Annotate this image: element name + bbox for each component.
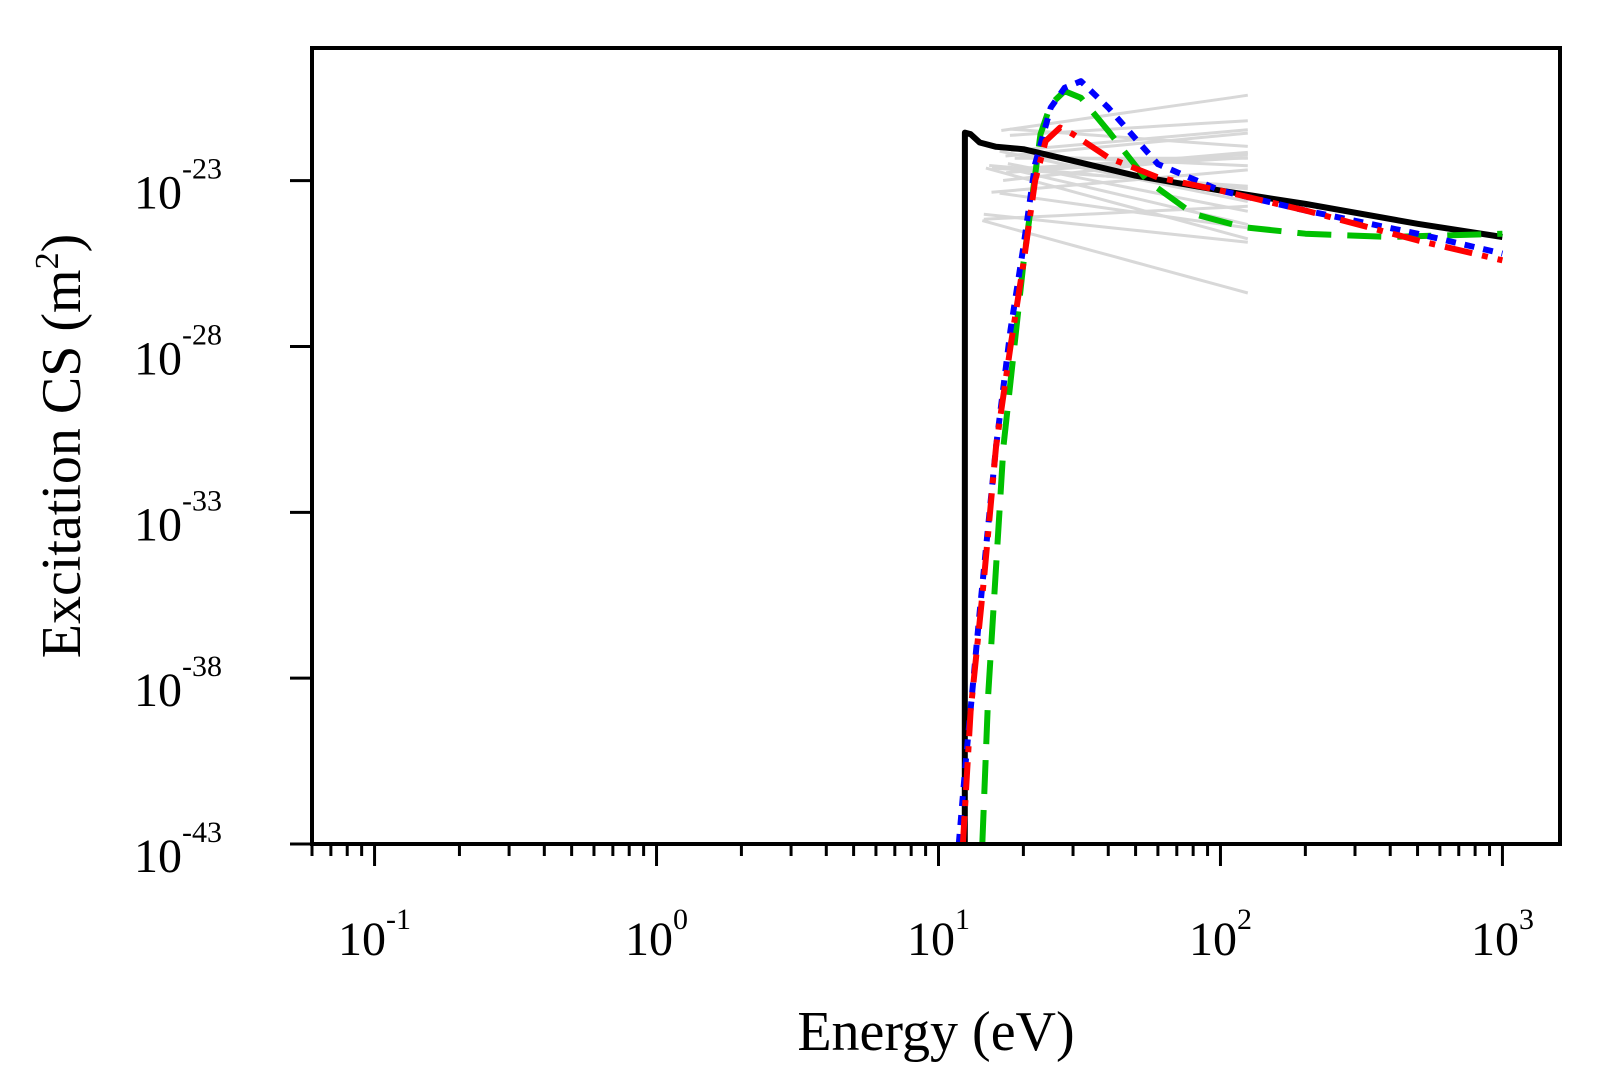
background-curve-19 xyxy=(1001,93,1249,132)
series-line-red-dashdot xyxy=(959,124,1504,845)
y-tick-label-4: 10-23 xyxy=(134,153,222,220)
y-tick-base: 10 xyxy=(134,830,182,883)
series-line-green-dashed xyxy=(979,88,1503,845)
x-tick-label-1: 100 xyxy=(625,903,688,966)
y-tick-exponent: -28 xyxy=(182,319,222,352)
background-curve-17 xyxy=(1007,162,1249,213)
x-tick-label-3: 102 xyxy=(1189,903,1252,966)
y-axis-title-main: Excitation CS (m xyxy=(31,269,93,658)
y-axis-title-exp: 2 xyxy=(29,252,66,269)
series-line-black-solid xyxy=(961,129,1503,845)
y-tick-label-2: 10-33 xyxy=(134,484,222,551)
x-tick-exponent: 3 xyxy=(1519,903,1534,936)
x-tick-base: 10 xyxy=(625,913,673,966)
series-line-blue-dotted xyxy=(955,78,1504,845)
x-tick-base: 10 xyxy=(1189,913,1237,966)
plot-frame xyxy=(310,46,1562,846)
x-tick-exponent: 1 xyxy=(955,903,970,936)
y-axis-title-close: ) xyxy=(31,234,93,253)
x-tick-label-4: 103 xyxy=(1471,903,1534,966)
x-tick-exponent: 2 xyxy=(1237,903,1252,936)
y-axis-title: Excitation CS (m2) xyxy=(29,234,93,659)
y-tick-label-0: 10-43 xyxy=(134,816,222,883)
y-tick-base: 10 xyxy=(134,498,182,551)
y-tick-exponent: -33 xyxy=(182,484,222,517)
x-tick-label-2: 101 xyxy=(907,903,970,966)
x-tick-exponent: 0 xyxy=(673,903,688,936)
y-tick-exponent: -43 xyxy=(182,816,222,849)
background-curve-9 xyxy=(985,166,1249,241)
y-tick-base: 10 xyxy=(134,664,182,717)
x-tick-exponent: -1 xyxy=(386,903,411,936)
y-tick-exponent: -38 xyxy=(182,650,222,683)
x-axis-ticks: 10-1 100 101 102 103 xyxy=(310,844,1534,966)
series-layer xyxy=(955,78,1504,845)
y-tick-label-1: 10-38 xyxy=(134,650,222,717)
x-axis-title: Energy (eV) xyxy=(797,1001,1074,1063)
background-curve-18 xyxy=(1009,119,1248,137)
x-tick-base: 10 xyxy=(338,913,386,966)
background-curve-20 xyxy=(999,191,1249,230)
background-curve-11 xyxy=(1010,128,1248,153)
x-tick-base: 10 xyxy=(907,913,955,966)
y-tick-label-3: 10-28 xyxy=(134,319,222,386)
y-tick-base: 10 xyxy=(134,333,182,386)
x-tick-base: 10 xyxy=(1471,913,1519,966)
y-tick-base: 10 xyxy=(134,167,182,220)
x-tick-label-0: 10-1 xyxy=(338,903,411,966)
y-tick-exponent: -23 xyxy=(182,153,222,186)
